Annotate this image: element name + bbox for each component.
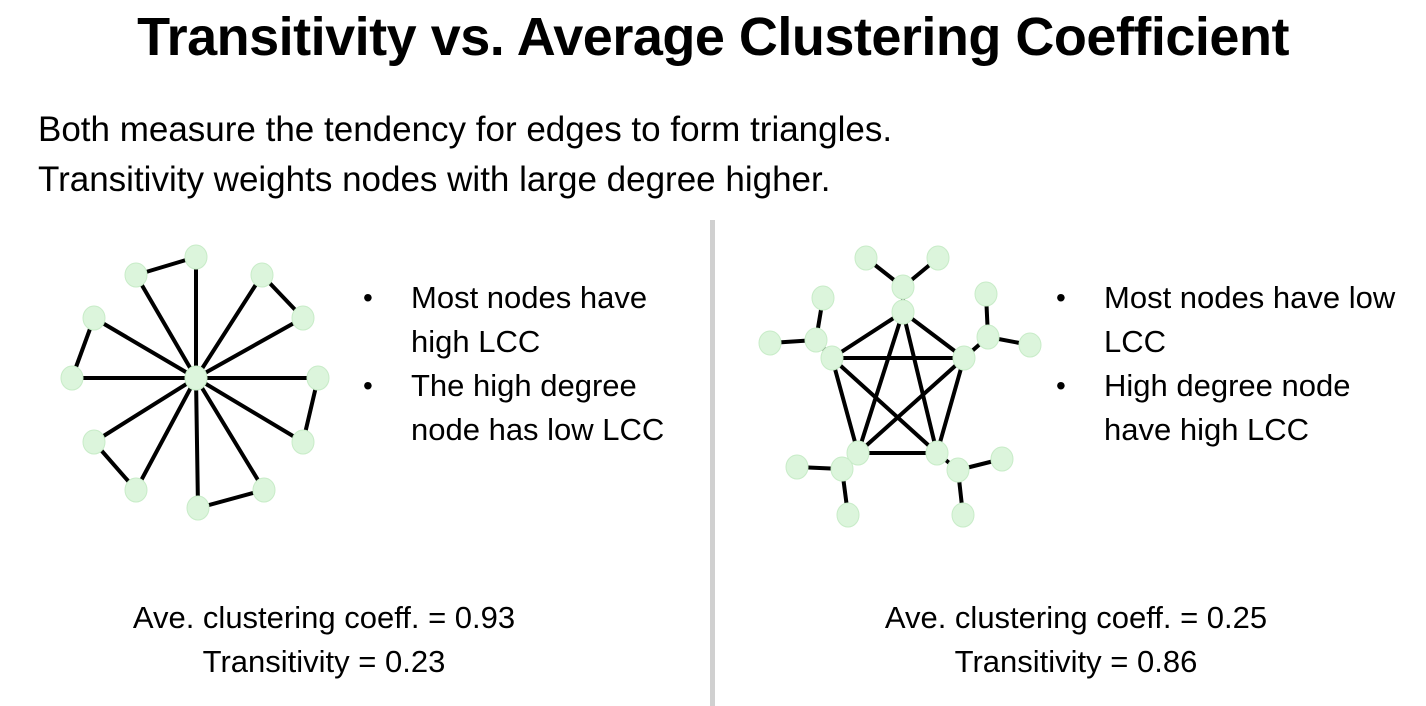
right-node — [820, 345, 844, 371]
left-edge — [92, 376, 198, 444]
right-node — [990, 446, 1014, 472]
left-node — [184, 244, 208, 270]
left-node — [252, 477, 276, 503]
right-node — [951, 502, 975, 528]
left-edge — [194, 316, 305, 380]
left-node — [124, 477, 148, 503]
right-edge — [830, 356, 860, 455]
right-node — [891, 299, 915, 325]
left-bullet-list: Most nodes have high LCC The high degree… — [363, 276, 708, 452]
left-stats: Ave. clustering coeff. = 0.93 Transitivi… — [64, 596, 584, 684]
left-edge — [194, 376, 266, 492]
left-edge — [194, 376, 200, 510]
right-node — [811, 285, 835, 311]
right-edge — [856, 310, 905, 455]
right-node — [785, 454, 809, 480]
left-edge — [194, 376, 305, 444]
intro-line-1: Both measure the tendency for edges to f… — [38, 110, 893, 149]
right-node — [758, 330, 782, 356]
left-node — [124, 262, 148, 288]
left-edge — [92, 316, 198, 380]
right-bullet-item: Most nodes have low LCC — [1056, 276, 1406, 364]
left-node — [184, 365, 208, 391]
left-node — [186, 495, 210, 521]
right-node — [836, 502, 860, 528]
right-node — [846, 440, 870, 466]
right-edge — [901, 310, 966, 360]
left-node — [291, 429, 315, 455]
right-node — [946, 457, 970, 483]
left-bullet-item: Most nodes have high LCC — [363, 276, 708, 364]
right-node — [925, 440, 949, 466]
left-node — [60, 365, 84, 391]
right-edge — [901, 310, 939, 455]
left-avg-clustering: Ave. clustering coeff. = 0.93 — [132, 600, 516, 635]
right-node — [952, 345, 976, 371]
right-edge — [856, 356, 966, 455]
left-nodes — [60, 244, 330, 521]
right-node — [804, 327, 828, 353]
right-edge — [830, 310, 905, 360]
right-edge — [935, 356, 966, 455]
right-stats: Ave. clustering coeff. = 0.25 Transitivi… — [816, 596, 1336, 684]
panel-divider — [710, 220, 715, 706]
left-node — [82, 429, 106, 455]
right-avg-clustering: Ave. clustering coeff. = 0.25 — [884, 600, 1268, 635]
right-node — [891, 274, 915, 300]
right-nodes — [758, 245, 1042, 528]
left-edge — [194, 273, 264, 380]
left-edge — [134, 376, 198, 492]
slide-title: Transitivity vs. Average Clustering Coef… — [137, 7, 1289, 67]
right-node — [926, 245, 950, 271]
left-edge — [134, 273, 198, 380]
right-node — [1018, 332, 1042, 358]
right-node — [854, 245, 878, 271]
left-node — [291, 305, 315, 331]
intro-line-2: Transitivity weights nodes with large de… — [38, 160, 831, 199]
left-node — [250, 262, 274, 288]
left-bullet-item: The high degree node has low LCC — [363, 364, 708, 452]
left-node — [82, 305, 106, 331]
right-node — [830, 456, 854, 482]
right-transitivity: Transitivity = 0.86 — [954, 644, 1198, 679]
right-edge — [830, 356, 939, 455]
left-transitivity: Transitivity = 0.23 — [202, 644, 446, 679]
right-bullet-list: Most nodes have low LCC High degree node… — [1056, 276, 1406, 452]
right-node — [976, 324, 1000, 350]
right-node — [974, 281, 998, 307]
right-bullet-item: High degree node have high LCC — [1056, 364, 1406, 452]
left-node — [306, 365, 330, 391]
